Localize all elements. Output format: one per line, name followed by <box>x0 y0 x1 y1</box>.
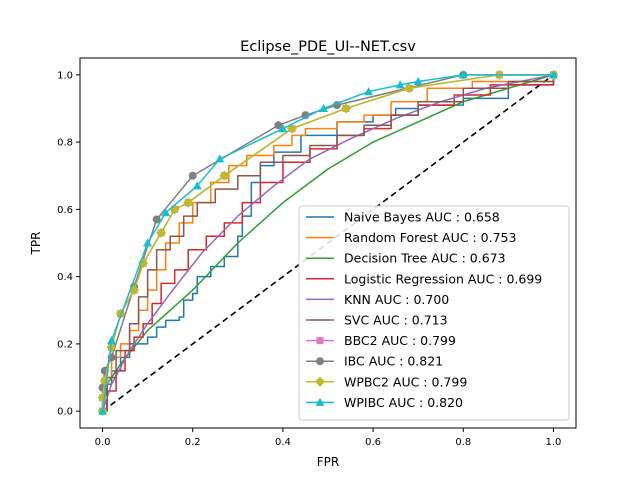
data-point-wpibc <box>413 77 423 86</box>
legend-marker <box>315 376 325 387</box>
legend-label: BBC2 AUC : 0.799 <box>344 333 456 348</box>
legend-entry-svc: SVC AUC : 0.713 <box>306 313 448 328</box>
legend-entry-naive-bayes: Naive Bayes AUC : 0.658 <box>306 210 500 225</box>
chart-title: Eclipse_PDE_UI--NET.csv <box>240 39 416 55</box>
data-point-ibc <box>188 171 197 180</box>
y-tick-label: 0.6 <box>57 205 73 216</box>
data-point-wpbc2 <box>183 197 194 208</box>
data-point-wpibc <box>192 181 202 190</box>
series-knn <box>101 74 554 412</box>
legend-entry-random-forest: Random Forest AUC : 0.753 <box>306 230 516 245</box>
legend-frame <box>298 205 570 421</box>
legend-label: WPIBC AUC : 0.820 <box>344 395 463 410</box>
x-axis-ticks: 0.0 0.2 0.4 0.6 0.8 1.0 <box>95 428 562 448</box>
data-point-wpibc <box>98 406 108 415</box>
y-axis-ticks: 0.0 0.2 0.4 0.6 0.8 1.0 <box>57 70 80 418</box>
x-tick-label: 1.0 <box>546 437 562 448</box>
data-point-wpibc <box>161 208 171 217</box>
data-point-wpibc <box>364 87 374 96</box>
plot-frame <box>79 57 577 429</box>
plot-area <box>97 69 559 417</box>
legend-entry-wpibc: WPIBC AUC : 0.820 <box>306 395 463 410</box>
legend-label: Naive Bayes AUC : 0.658 <box>344 210 500 225</box>
series-layer <box>97 69 559 417</box>
data-point-wpbc2 <box>219 170 230 181</box>
y-tick-label: 0.4 <box>57 272 73 283</box>
y-tick-label: 0.8 <box>57 138 73 149</box>
legend-label: WPBC2 AUC : 0.799 <box>344 374 467 389</box>
series-svc <box>102 74 555 412</box>
y-tick-label: 0.0 <box>57 407 73 418</box>
x-tick-label: 0.0 <box>95 437 111 448</box>
y-axis-label: TPR <box>29 232 43 256</box>
legend-entry-knn: KNN AUC : 0.700 <box>306 292 449 307</box>
data-point-wpibc <box>278 124 288 133</box>
data-point-wpibc <box>318 103 328 112</box>
legend-label: SVC AUC : 0.713 <box>344 313 448 328</box>
legend-label: Decision Tree AUC : 0.673 <box>344 251 506 266</box>
legend-label: Logistic Regression AUC : 0.699 <box>344 271 542 286</box>
legend-label: KNN AUC : 0.700 <box>344 292 449 307</box>
data-point-wpbc2 <box>404 83 415 94</box>
legend: Naive Bayes AUC : 0.658 Random Forest AUC… <box>298 205 570 421</box>
data-point-wpibc <box>215 154 225 163</box>
data-point-wpibc <box>107 336 117 345</box>
series-wpibc <box>98 70 558 415</box>
legend-entry-ibc: IBC AUC : 0.821 <box>306 354 443 369</box>
series-line-knn <box>101 74 554 412</box>
x-tick-label: 0.2 <box>185 437 201 448</box>
legend-label: IBC AUC : 0.821 <box>344 354 443 369</box>
legend-entry-bbc2: BBC2 AUC : 0.799 <box>306 333 456 348</box>
data-point-wpibc <box>395 80 405 89</box>
legend-entry-decision-tree: Decision Tree AUC : 0.673 <box>306 251 506 266</box>
series-line-svc <box>102 74 555 412</box>
y-tick-label: 1.0 <box>57 70 73 81</box>
data-point-wpbc2 <box>286 123 297 134</box>
data-point-wpibc <box>548 70 558 79</box>
legend-marker <box>316 357 324 366</box>
x-tick-label: 0.8 <box>455 437 471 448</box>
legend-entry-wpbc2: WPBC2 AUC : 0.799 <box>306 374 467 389</box>
data-point-wpibc <box>458 70 468 79</box>
x-tick-label: 0.4 <box>275 437 291 448</box>
data-point-wpbc2 <box>156 227 167 238</box>
legend-label: Random Forest AUC : 0.753 <box>344 230 516 245</box>
legend-entry-logistic-regression: Logistic Regression AUC : 0.699 <box>306 271 542 286</box>
data-point-wpibc <box>143 238 153 247</box>
legend-marker <box>316 337 324 345</box>
data-point-ibc <box>152 215 161 224</box>
x-tick-label: 0.6 <box>365 437 381 448</box>
x-axis-label: FPR <box>317 455 339 469</box>
data-point-wpbc2 <box>106 342 117 353</box>
legend-marker <box>315 397 325 406</box>
data-point-ibc <box>274 121 283 130</box>
y-tick-label: 0.2 <box>57 339 73 350</box>
data-point-wpbc2 <box>341 103 352 114</box>
